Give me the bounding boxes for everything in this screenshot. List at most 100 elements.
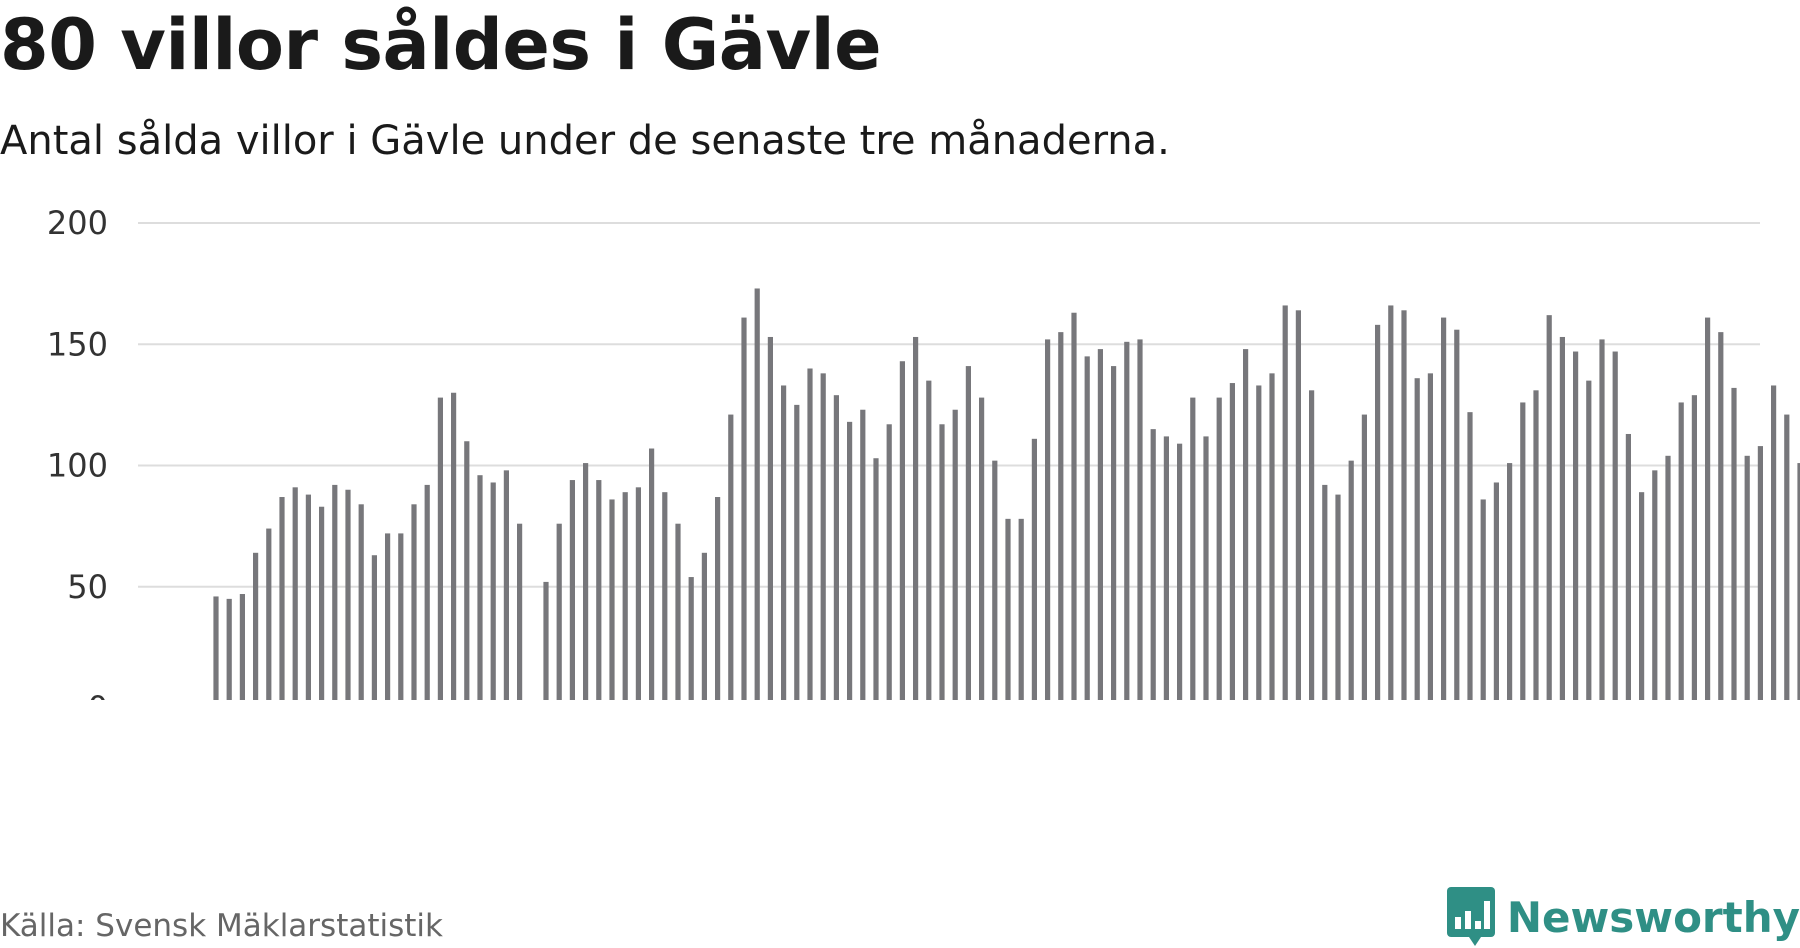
bar [371, 555, 377, 700]
bar [781, 385, 787, 700]
bar [1493, 482, 1499, 700]
bar [873, 458, 879, 700]
bar [1216, 397, 1222, 700]
bar [622, 492, 628, 700]
bar [939, 424, 945, 700]
bar [767, 336, 773, 700]
bar [1665, 455, 1671, 700]
bar [1203, 436, 1209, 700]
brand-logo: Newsworthy [1446, 887, 1800, 947]
bar [1718, 332, 1724, 700]
y-tick-label: 100 [47, 447, 108, 485]
bar-chart: 0501001502002012201520182021202380 [47, 204, 1800, 700]
bar [1071, 312, 1077, 700]
bar [926, 380, 932, 700]
bar [1797, 463, 1800, 700]
labels: 0501001502002012201520182021202380 [47, 204, 108, 700]
chart-subtitle: Antal sålda villor i Gävle under de sena… [0, 118, 1170, 164]
bar [543, 581, 549, 700]
bar [1097, 349, 1103, 700]
grid-lines [138, 222, 1760, 588]
bar [490, 482, 496, 700]
bar [253, 552, 259, 700]
bar [1691, 395, 1697, 700]
bar [675, 523, 681, 700]
bar [952, 409, 958, 700]
bar [1454, 329, 1460, 700]
bar [319, 506, 325, 700]
y-tick-label: 50 [67, 568, 108, 606]
brand-name: Newsworthy [1506, 892, 1800, 942]
bar [688, 577, 694, 700]
bar [398, 533, 404, 700]
newsworthy-logo-icon [1446, 887, 1495, 946]
bar [635, 487, 641, 700]
bar [437, 397, 443, 700]
bar [1190, 397, 1196, 700]
bar [226, 598, 232, 700]
bar [979, 397, 985, 700]
bar [1731, 387, 1737, 700]
bar [1111, 366, 1117, 700]
bar [1348, 460, 1354, 700]
bar [1533, 390, 1539, 700]
bar [1229, 383, 1235, 700]
y-tick-label: 200 [47, 204, 108, 242]
bar [1177, 443, 1183, 700]
bar [1784, 414, 1790, 700]
bar [464, 441, 470, 700]
bar [728, 414, 734, 700]
bar [1256, 385, 1262, 700]
bar [1388, 305, 1394, 700]
bar [1018, 518, 1024, 700]
bar [1137, 339, 1143, 700]
bar [411, 504, 417, 700]
bar [1678, 402, 1684, 700]
bar [292, 487, 298, 700]
bar [596, 480, 602, 700]
bar [1124, 341, 1130, 700]
bar [1546, 315, 1552, 700]
bar [662, 492, 668, 700]
bar [1771, 385, 1777, 700]
bar [1031, 438, 1037, 700]
bar [1427, 373, 1433, 700]
bar [305, 494, 311, 700]
bar [847, 421, 853, 700]
bar [1150, 429, 1156, 700]
bar [1441, 317, 1447, 700]
bar [1414, 378, 1420, 700]
bar [1520, 402, 1526, 700]
bar [503, 470, 509, 700]
bar [517, 523, 523, 700]
bar [965, 366, 971, 700]
bar [1309, 390, 1315, 700]
bar [1705, 317, 1711, 700]
bar [1282, 305, 1288, 700]
bar [266, 528, 272, 700]
bar [279, 497, 285, 700]
bar [649, 448, 655, 700]
source-note: Källa: Svensk Mäklarstatistik [0, 908, 443, 944]
bar [794, 404, 800, 700]
bar [701, 552, 707, 700]
chart-title: 80 villor såldes i Gävle [0, 4, 882, 86]
bar [1045, 339, 1051, 700]
bar [583, 463, 589, 700]
bar [913, 336, 919, 700]
bar [451, 392, 457, 700]
bar [345, 489, 351, 700]
bar [1639, 492, 1645, 700]
bar [1625, 433, 1631, 700]
bar [1467, 412, 1473, 700]
bar [1269, 373, 1275, 700]
bar [807, 368, 813, 700]
bar [1559, 336, 1565, 700]
bars [213, 288, 1800, 700]
bar [1058, 332, 1064, 700]
y-tick-label: 0 [88, 689, 108, 700]
bar [1295, 310, 1301, 700]
bar [1084, 356, 1090, 700]
bar [1612, 351, 1618, 700]
bar [741, 317, 747, 700]
